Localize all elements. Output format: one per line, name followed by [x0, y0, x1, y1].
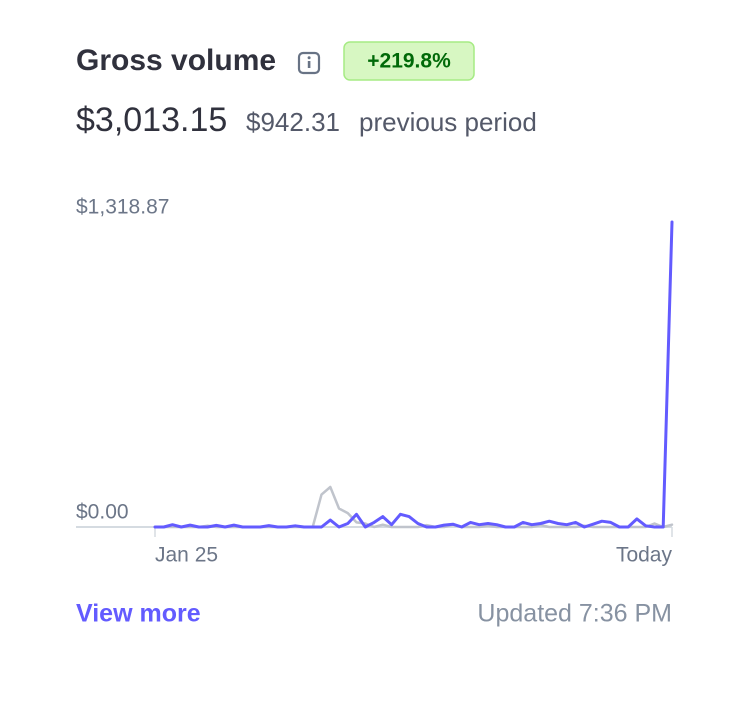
x-tick-label: Today [616, 544, 673, 567]
y-tick-label: $1,318.87 [76, 196, 169, 219]
x-tick-label: Jan 25 [155, 544, 218, 567]
badge-text: +219.8% [367, 50, 451, 73]
y-tick-label: $0.00 [76, 501, 129, 524]
title: Gross volume [76, 44, 276, 77]
previous-label: previous period [359, 107, 537, 137]
info-icon[interactable] [297, 51, 321, 75]
updated-time: Updated 7:36 PM [477, 600, 672, 628]
view-more-link[interactable]: View more [76, 600, 201, 628]
total: $3,013.15 [76, 101, 227, 139]
badge [343, 41, 475, 81]
previous-value: $942.31 [246, 107, 340, 137]
plot: $0.00 $1,318.87 Jan 25 Today [76, 196, 674, 567]
series-line [153, 220, 674, 529]
